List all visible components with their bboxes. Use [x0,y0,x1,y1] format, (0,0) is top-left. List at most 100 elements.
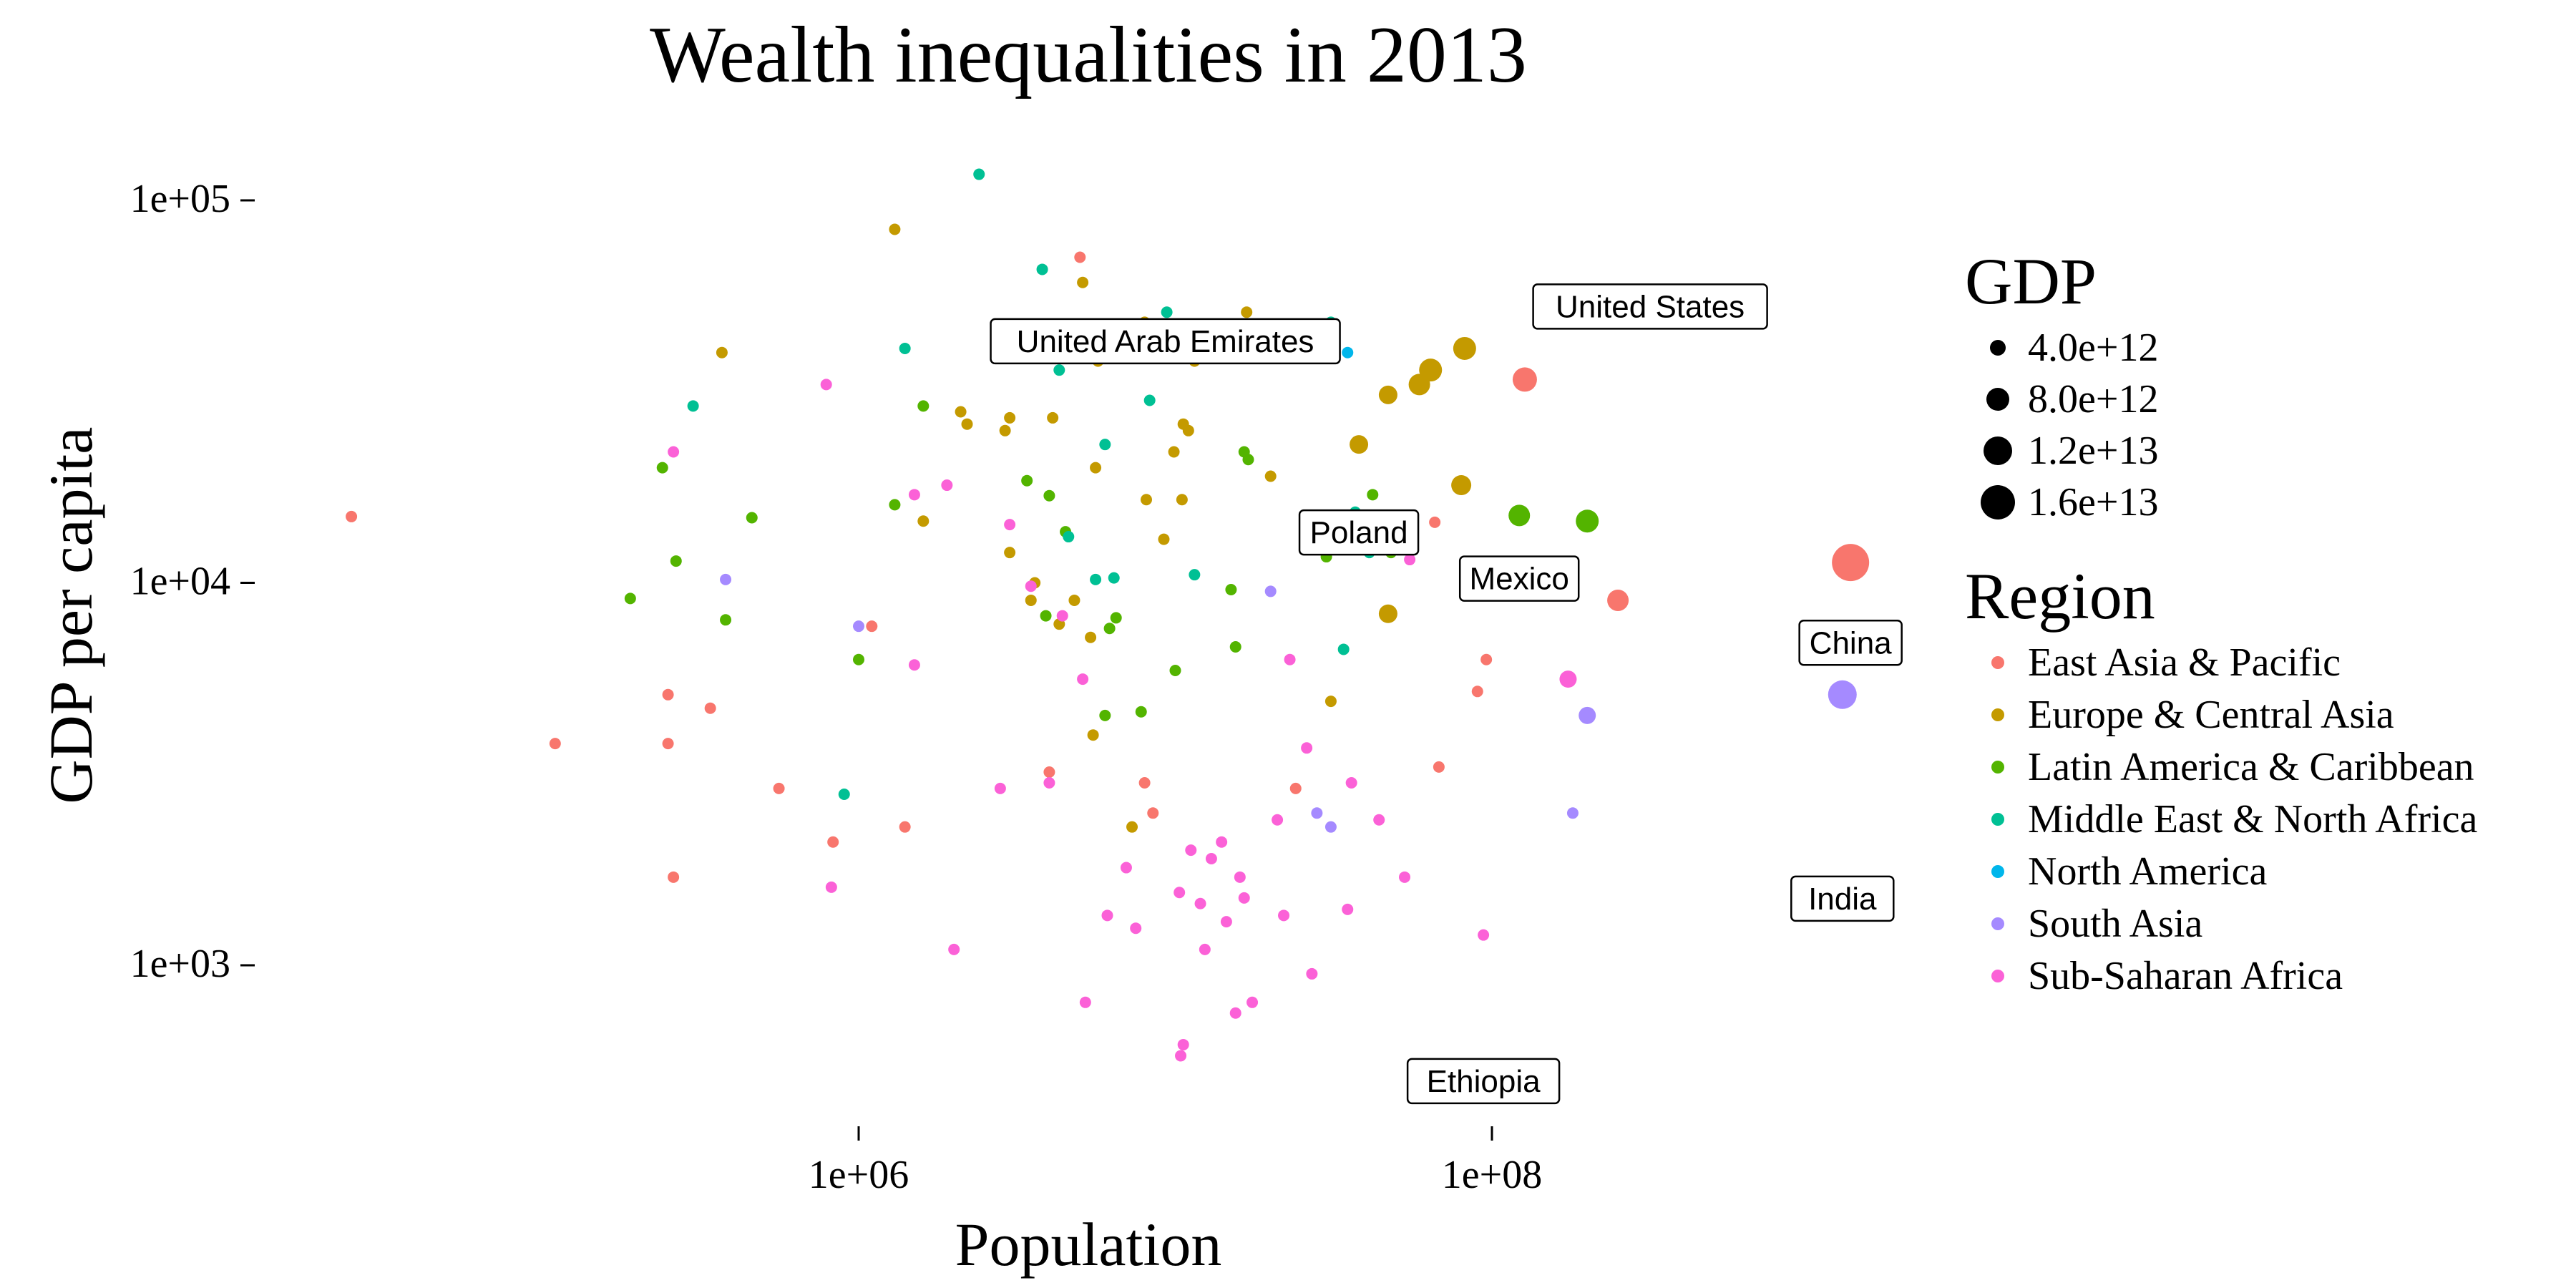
data-point [838,788,850,800]
data-point [670,555,682,567]
data-point [704,702,716,714]
data-point [1077,276,1089,288]
data-point [1021,474,1033,487]
data-point [1272,814,1284,826]
country-label: United Arab Emirates [990,318,1341,365]
country-label-box [1298,509,1420,556]
size-legend-key [1990,340,2006,356]
data-point [1177,1038,1189,1050]
data-point [1077,673,1089,686]
data-point [1185,844,1197,857]
data-point [1168,446,1180,458]
color-legend-label: East Asia & Pacific [2028,640,2341,685]
country-label-text: India [1808,882,1877,917]
data-point [1311,807,1323,819]
data-point [1373,814,1385,826]
data-point [973,168,985,180]
data-point [866,620,878,633]
data-point [853,653,864,665]
country-label: India [1790,875,1895,922]
data-point [1576,509,1599,533]
legend: GDP 4.0e+128.0e+121.2e+131.6e+13 Region … [1965,245,2477,998]
data-point [1378,385,1397,404]
y-tick-label: 1e+04 [130,560,230,604]
color-legend-label: Latin America & Caribbean [2028,745,2474,789]
data-point [1053,364,1065,376]
data-point [1225,583,1237,595]
data-point [1337,643,1350,655]
country-labels: United Arab Emirates United States Poland M… [990,283,1903,1105]
data-point [999,424,1011,436]
data-point [908,659,920,671]
data-point [1110,612,1122,624]
data-point [1025,580,1037,592]
data-point [825,881,837,893]
data-point [746,512,758,524]
data-point [1566,807,1579,819]
y-axis-title: GDP per capita [36,427,105,804]
data-point [899,342,911,354]
data-point [1367,489,1379,501]
data-point [827,836,839,848]
size-legend: 4.0e+12 8.0e+12 1.2e+13 1.6e+13 [1981,326,2158,525]
size-legend-title: GDP [1965,245,2097,318]
data-point [1174,887,1186,899]
data-point [346,510,358,522]
country-label-box [1406,1058,1561,1105]
y-tick-label: 1e+03 [130,942,230,986]
data-point [1508,504,1531,527]
data-point [1004,411,1016,424]
data-point [1120,862,1132,874]
data-point [1433,761,1445,773]
data-point [1108,572,1120,584]
data-point [1398,871,1410,883]
color-legend-key [1991,865,2004,878]
color-legend-key [1991,708,2004,721]
country-label-box [1458,555,1580,602]
data-point [1478,929,1490,941]
data-point [1085,631,1097,643]
data-point [549,738,561,750]
data-point [1284,653,1296,665]
data-point [1182,424,1194,436]
data-point [1169,664,1181,676]
data-point [1289,782,1302,794]
country-label-text: United Arab Emirates [1017,324,1314,359]
data-point [1579,706,1596,724]
data-point [1043,776,1055,789]
data-point [668,871,680,883]
color-legend-label: Middle East & North Africa [2028,797,2477,841]
data-point [1194,897,1206,909]
data-point [1147,807,1159,819]
chart-title: Wealth inequalities in 2013 [650,11,1527,99]
data-point [1241,306,1253,318]
data-point [1043,766,1055,778]
data-point [1126,821,1138,833]
data-point [1043,489,1055,502]
data-point [908,489,920,501]
data-point [955,406,967,418]
data-point [1063,531,1075,543]
data-point [1079,996,1091,1008]
country-label: China [1798,620,1903,666]
data-point [1189,569,1201,581]
data-point [820,379,832,391]
data-point [941,479,953,492]
size-legend-label: 1.2e+13 [2028,429,2158,473]
data-point [1229,641,1241,653]
country-label-text: China [1810,625,1892,660]
country-label-text: Poland [1310,515,1408,550]
data-point [1175,1050,1187,1062]
data-point [961,418,973,430]
data-point [917,400,930,412]
data-point [1264,470,1277,482]
data-point [1135,706,1147,718]
data-point [1342,346,1354,358]
data-point [720,614,732,626]
data-point [773,782,785,794]
country-label: United States [1532,283,1768,330]
size-legend-key [1984,436,2012,465]
data-point [1220,916,1232,928]
data-point [1238,892,1250,904]
data-point [1161,306,1173,318]
